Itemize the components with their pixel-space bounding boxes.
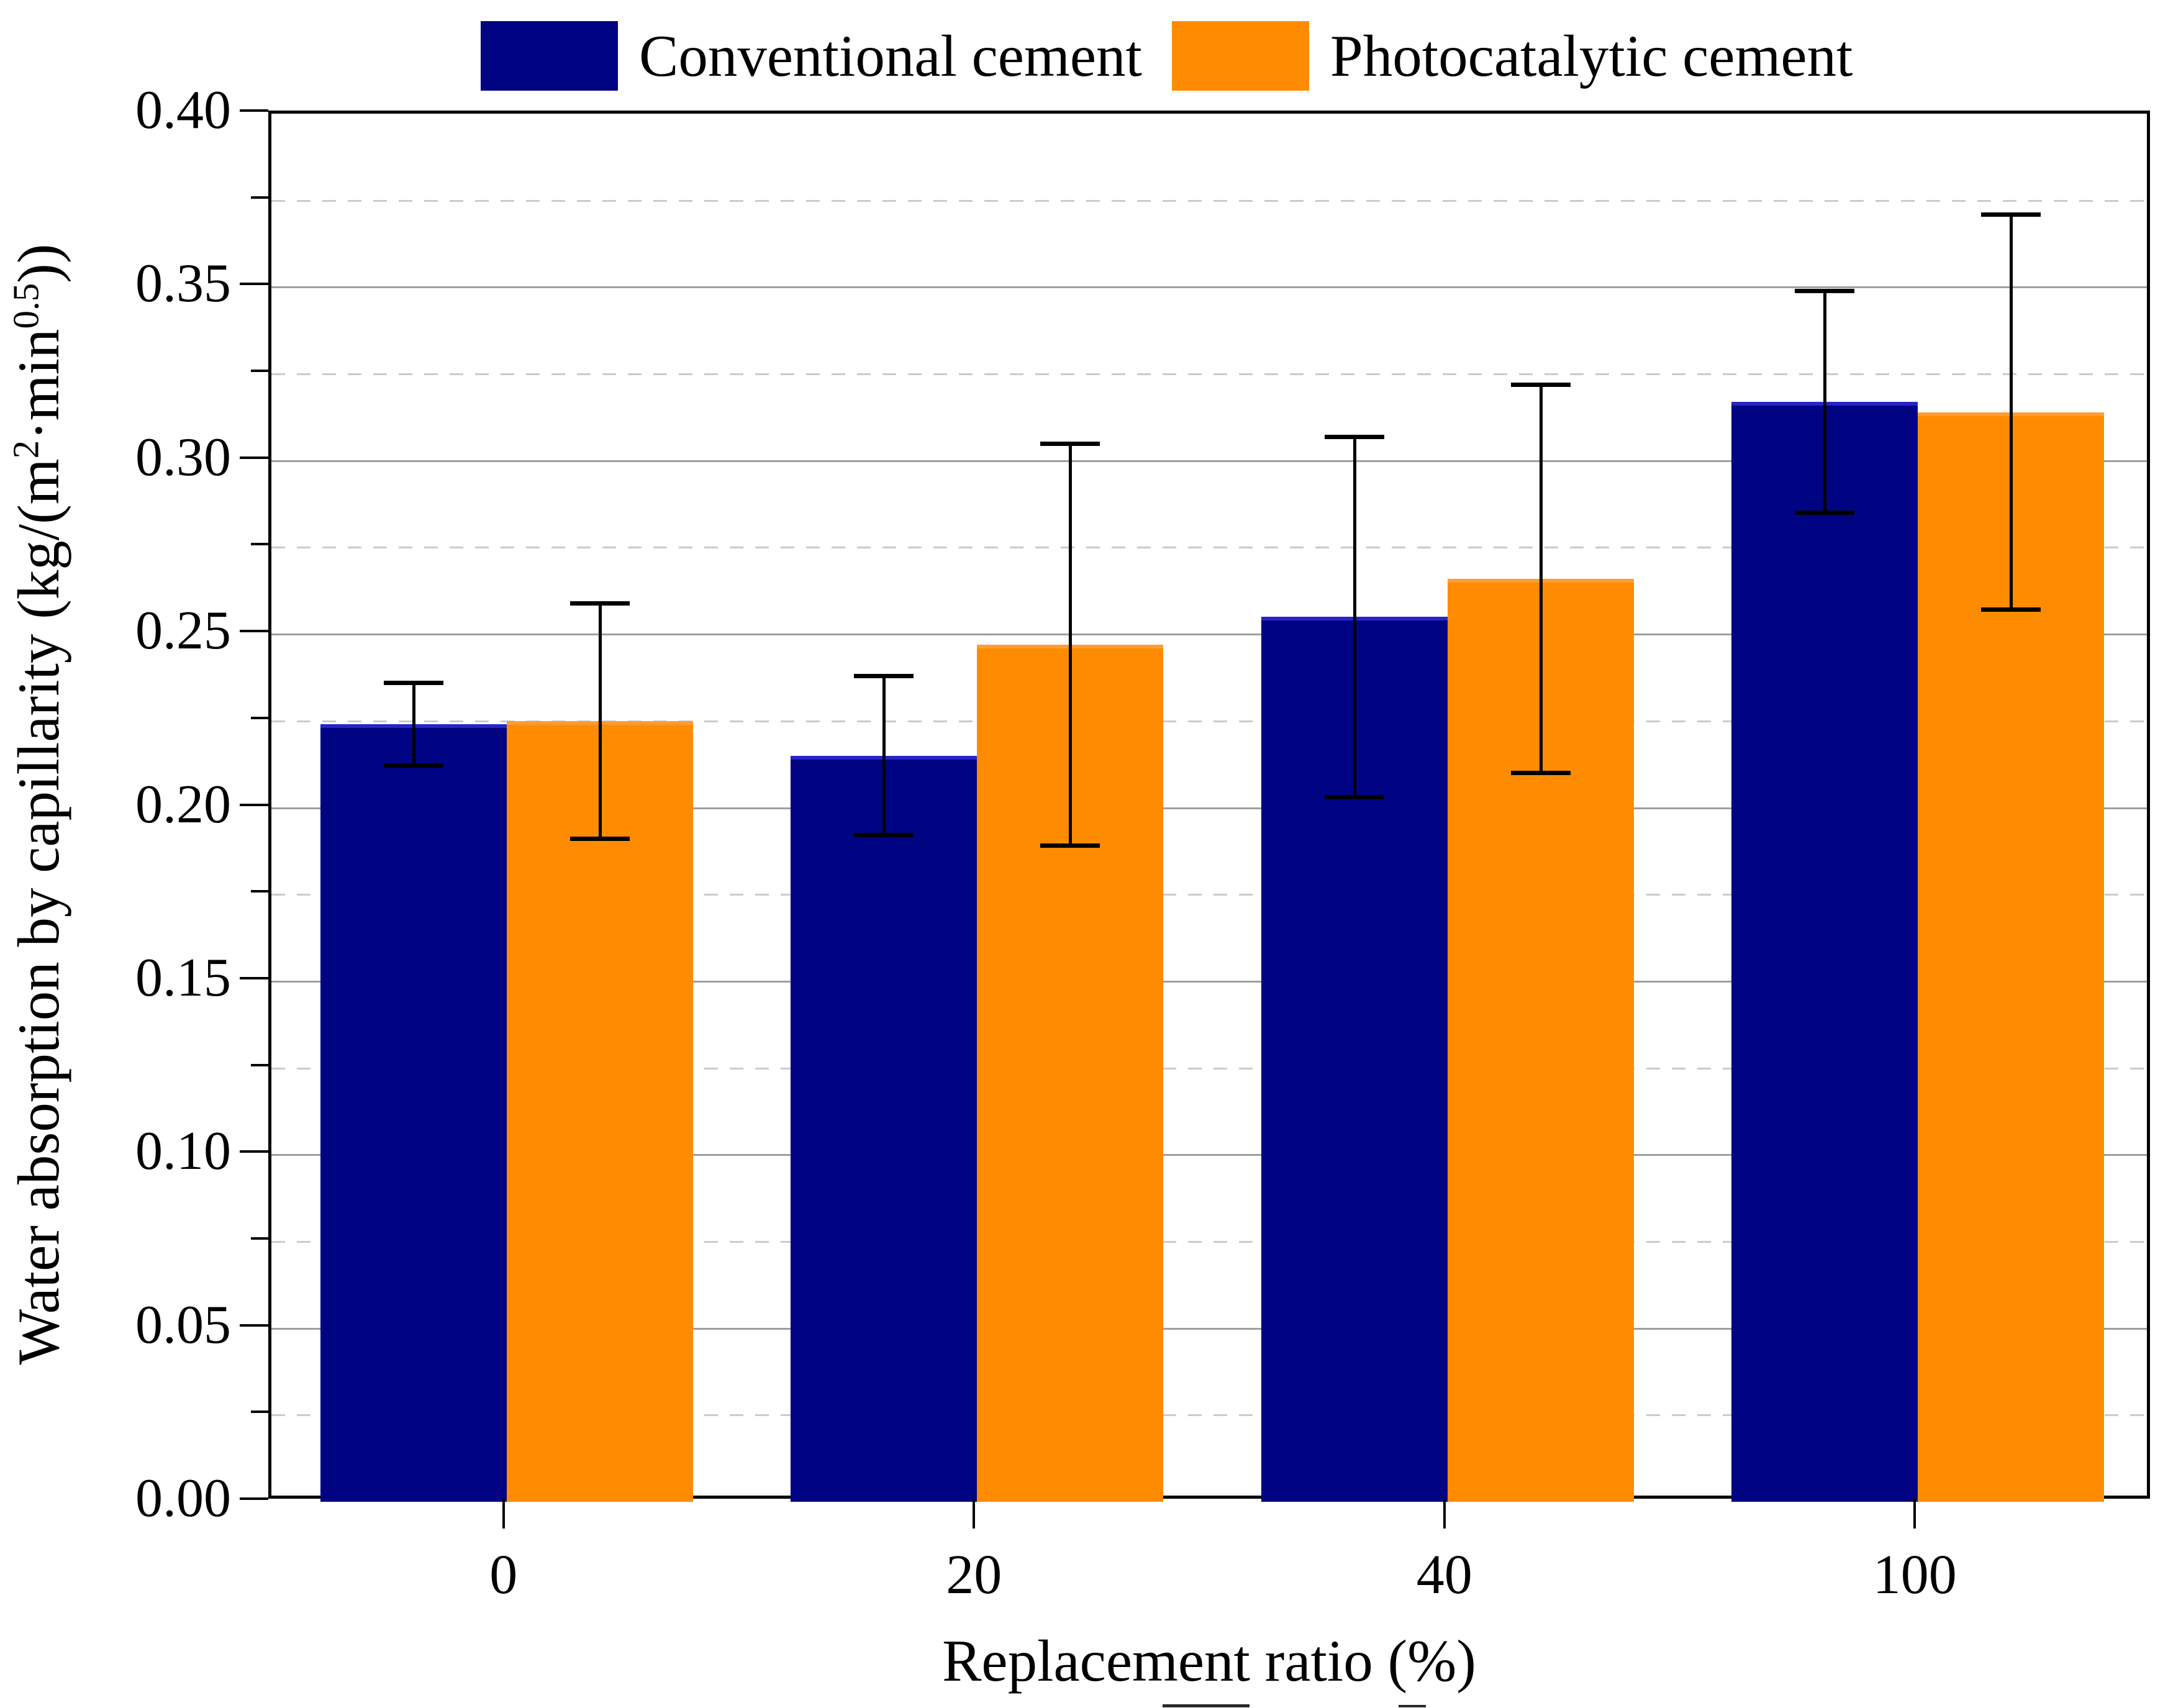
legend-item: Conventional cement bbox=[481, 19, 1142, 93]
minor-gridline bbox=[271, 1414, 2147, 1417]
minor-gridline bbox=[271, 547, 2147, 549]
y-major-tick bbox=[240, 803, 268, 806]
major-gridline bbox=[271, 980, 2147, 983]
y-major-tick bbox=[240, 1150, 268, 1153]
error-bar-line bbox=[1539, 384, 1543, 773]
major-gridline bbox=[271, 460, 2147, 462]
y-tick-label: 0.40 bbox=[135, 80, 231, 140]
error-bar-cap-top bbox=[383, 681, 443, 686]
error-bar-cap-top bbox=[1981, 212, 2041, 217]
y-minor-tick bbox=[251, 1063, 268, 1066]
bar-conventional-cement bbox=[791, 755, 977, 1502]
major-gridline bbox=[271, 807, 2147, 809]
y-tick-label: 0.25 bbox=[135, 601, 231, 661]
error-bar-cap-top bbox=[854, 674, 914, 679]
minor-gridline bbox=[271, 1240, 2147, 1243]
error-bar-line bbox=[1823, 290, 1827, 513]
error-bar-cap-bottom bbox=[569, 836, 630, 841]
legend-swatch-photocatalytic bbox=[1171, 21, 1309, 91]
minor-gridline bbox=[271, 894, 2147, 896]
y-minor-tick bbox=[251, 370, 268, 373]
y-minor-tick bbox=[251, 716, 268, 719]
error-bar-cap-bottom bbox=[1795, 510, 1855, 515]
y-axis-title-mid: ·min bbox=[6, 329, 71, 440]
cropped-text-fragment bbox=[1163, 1704, 1250, 1707]
x-major-tick bbox=[502, 1499, 505, 1529]
bar-conventional-cement bbox=[320, 724, 507, 1502]
error-bar-cap-bottom bbox=[1981, 607, 2041, 612]
error-bar-cap-top bbox=[1795, 288, 1855, 293]
legend-item: Photocatalytic cement bbox=[1171, 19, 1853, 93]
bar-conventional-cement bbox=[1731, 401, 1918, 1502]
error-bar-cap-bottom bbox=[383, 763, 443, 768]
y-minor-tick bbox=[251, 1410, 268, 1414]
bar-photocatalytic-cement bbox=[506, 720, 693, 1502]
y-minor-tick bbox=[251, 1237, 268, 1240]
error-bar-cap-top bbox=[569, 601, 630, 606]
legend: Conventional cement Photocatalytic cement bbox=[481, 19, 1882, 93]
error-bar-cap-bottom bbox=[1324, 794, 1384, 799]
legend-swatch-conventional bbox=[481, 21, 618, 91]
legend-label: Conventional cement bbox=[639, 23, 1142, 89]
x-major-tick bbox=[1443, 1499, 1446, 1529]
major-gridline bbox=[271, 1327, 2147, 1330]
x-axis-title: Replacement ratio (%) bbox=[942, 1628, 1476, 1694]
error-bar-line bbox=[882, 676, 886, 836]
error-bar-line bbox=[412, 683, 415, 766]
error-bar-cap-bottom bbox=[854, 833, 914, 838]
x-major-tick bbox=[1913, 1499, 1916, 1529]
y-major-tick bbox=[240, 109, 268, 112]
y-axis-title-sup-2: 2 bbox=[6, 440, 47, 459]
error-bar-cap-bottom bbox=[1510, 770, 1571, 775]
error-bar-cap-bottom bbox=[1040, 843, 1100, 848]
y-minor-tick bbox=[251, 543, 268, 546]
major-gridline bbox=[271, 286, 2147, 289]
x-tick-label: 0 bbox=[489, 1544, 518, 1606]
y-major-tick bbox=[240, 283, 268, 286]
y-axis-title-text: Water absorption by capillarity (kg/(m bbox=[6, 458, 71, 1365]
error-bar-cap-top bbox=[1324, 434, 1384, 439]
minor-gridline bbox=[271, 1067, 2147, 1070]
y-major-tick bbox=[240, 456, 268, 459]
y-tick-label: 0.00 bbox=[135, 1468, 231, 1529]
y-major-tick bbox=[240, 1497, 268, 1500]
y-major-tick bbox=[240, 976, 268, 979]
y-tick-label: 0.35 bbox=[135, 253, 231, 314]
x-major-tick bbox=[973, 1499, 976, 1529]
error-bar-cap-top bbox=[1510, 382, 1571, 387]
minor-gridline bbox=[271, 720, 2147, 722]
error-bar-cap-top bbox=[1040, 441, 1100, 446]
y-tick-label: 0.20 bbox=[135, 774, 231, 835]
error-bar-line bbox=[598, 602, 602, 839]
y-tick-label: 0.10 bbox=[135, 1121, 231, 1182]
minor-gridline bbox=[271, 373, 2147, 376]
y-minor-tick bbox=[251, 890, 268, 893]
y-tick-label: 0.30 bbox=[135, 427, 231, 488]
y-major-tick bbox=[240, 1324, 268, 1327]
error-bar-line bbox=[1353, 436, 1356, 797]
y-tick-label: 0.15 bbox=[135, 947, 231, 1008]
y-minor-tick bbox=[251, 196, 268, 199]
error-bar-line bbox=[1069, 443, 1073, 846]
y-major-tick bbox=[240, 630, 268, 633]
x-tick-label: 20 bbox=[946, 1544, 1002, 1606]
major-gridline bbox=[271, 1154, 2147, 1156]
y-axis-title-sup-05: 0.5 bbox=[6, 283, 47, 329]
x-tick-label: 100 bbox=[1872, 1544, 1957, 1606]
y-tick-label: 0.05 bbox=[135, 1294, 231, 1355]
error-bar-line bbox=[2010, 214, 2013, 610]
plot-area bbox=[268, 111, 2150, 1502]
minor-gridline bbox=[271, 199, 2147, 202]
major-gridline bbox=[271, 634, 2147, 636]
x-tick-label: 40 bbox=[1416, 1544, 1472, 1606]
legend-label: Photocatalytic cement bbox=[1330, 23, 1853, 89]
cropped-text-fragment bbox=[1399, 1705, 1426, 1707]
